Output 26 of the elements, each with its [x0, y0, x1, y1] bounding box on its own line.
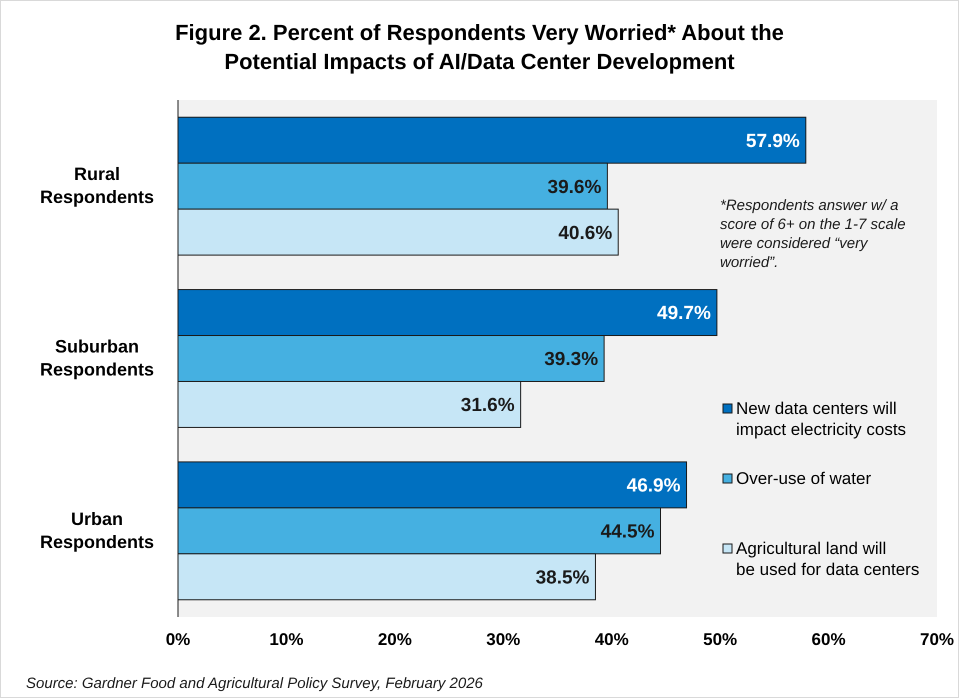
x-tick-label: 10%: [269, 630, 304, 649]
legend-label: Agricultural land will be used for data centers: [736, 539, 920, 579]
x-tick-label: 0%: [166, 630, 190, 649]
data-label: 40.6%: [558, 222, 612, 244]
data-label: 49.7%: [657, 303, 711, 324]
x-tick-label: 40%: [594, 630, 629, 649]
data-label: 39.6%: [548, 176, 602, 198]
data-label: 57.9%: [746, 130, 800, 152]
x-tick-label: 30%: [486, 630, 520, 649]
legend-label: Over-use of water: [736, 469, 872, 488]
annotation: *Respondents answer w/ a score of 6+ on the 1-7 scale were considered “very worried”.: [720, 197, 906, 271]
data-label: 46.9%: [626, 476, 681, 497]
chart-title: Figure 2. Percent of Respondents Very Worried* About the Potential Impacts of AI/Data Center Development: [175, 20, 784, 74]
legend-label: New data centers will impact electricity costs: [736, 399, 906, 439]
x-tick-label: 20%: [378, 630, 412, 649]
data-label: 31.6%: [460, 395, 515, 416]
source-note: Source: Gardner Food and Agricultural Policy Survey, February 2026: [26, 675, 484, 692]
x-tick-label: 60%: [812, 630, 846, 649]
y-tick-label: Urban Respondents: [40, 508, 154, 552]
data-label: 38.5%: [536, 567, 590, 588]
y-tick-label: Rural Respondents: [40, 164, 154, 208]
data-label: 44.5%: [600, 521, 655, 542]
x-tick-label: 70%: [920, 630, 954, 649]
x-tick-label: 50%: [703, 630, 738, 649]
y-tick-label: Suburban Respondents: [40, 336, 154, 380]
data-label: 39.3%: [544, 349, 598, 370]
